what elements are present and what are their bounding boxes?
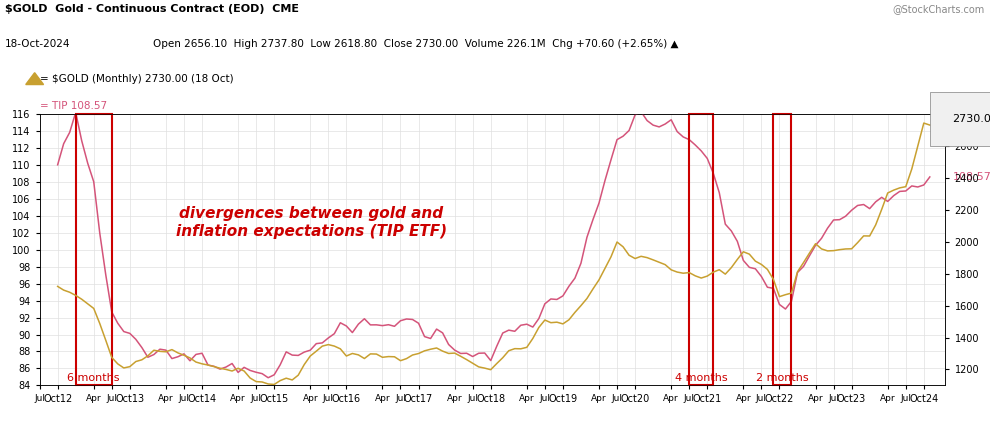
Text: divergences between gold and
inflation expectations (TIP ETF): divergences between gold and inflation e… [176,206,446,239]
Text: 108.57: 108.57 [952,172,990,182]
Text: 2 months: 2 months [756,373,809,383]
Bar [75,114,112,385]
Text: = $GOLD (Monthly) 2730.00 (18 Oct): = $GOLD (Monthly) 2730.00 (18 Oct) [40,74,234,85]
Text: = TIP 108.57: = TIP 108.57 [40,101,107,111]
Text: $GOLD  Gold - Continuous Contract (EOD)  CME: $GOLD Gold - Continuous Contract (EOD) C… [5,4,299,14]
Text: 2730.00: 2730.00 [952,114,990,124]
Text: 4 months: 4 months [675,373,728,383]
Text: 6 months: 6 months [67,373,120,383]
Text: Open 2656.10  High 2737.80  Low 2618.80  Close 2730.00  Volume 226.1M  Chg +70.6: Open 2656.10 High 2737.80 Low 2618.80 Cl… [153,39,678,49]
Text: @StockCharts.com: @StockCharts.com [893,4,985,14]
Bar [689,114,713,385]
Text: 18-Oct-2024: 18-Oct-2024 [5,39,70,49]
Bar [773,114,791,385]
